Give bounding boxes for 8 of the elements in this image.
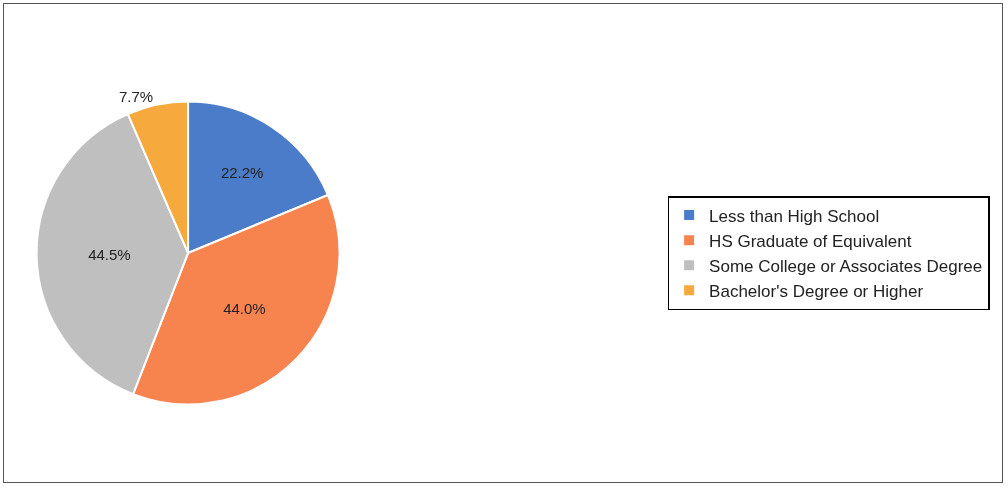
data-label: 44.0% bbox=[223, 299, 266, 317]
data-label: 44.5% bbox=[88, 245, 131, 263]
data-label: 7.7% bbox=[118, 88, 154, 106]
legend-label: Bachelor's Degree or Higher bbox=[709, 281, 924, 301]
legend-label: HS Graduate of Equivalent bbox=[709, 231, 912, 251]
legend-label: Some College or Associates Degree bbox=[709, 256, 983, 276]
legend-label: Less than High School bbox=[709, 206, 880, 226]
data-label: 22.2% bbox=[220, 163, 264, 181]
